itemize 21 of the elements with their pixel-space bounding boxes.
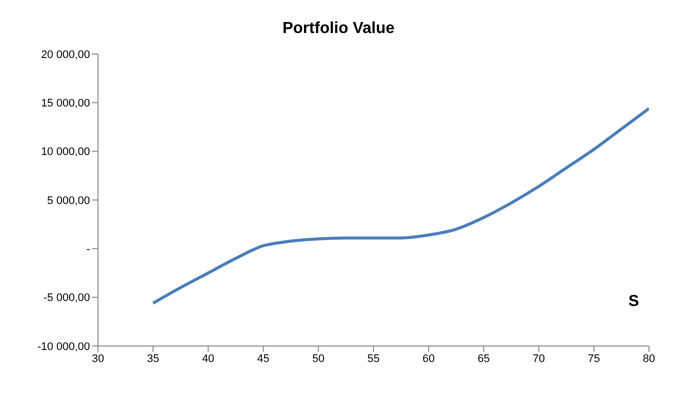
x-tick-label: 65 (478, 352, 490, 365)
y-tick-label: 10 000,00 (41, 146, 90, 158)
x-tick-label: 60 (422, 352, 435, 365)
x-tick-label: 30 (92, 352, 104, 365)
x-tick-label: 55 (367, 352, 380, 365)
y-tick-label: -5 000,00 (44, 292, 90, 304)
x-tick-label: 80 (642, 352, 656, 365)
x-tick-label: 75 (588, 352, 600, 365)
x-axis-title: S (628, 293, 640, 310)
x-tick-label: 40 (202, 352, 214, 365)
x-tick-label: 50 (312, 352, 325, 365)
y-tick-label: 15 000,00 (41, 98, 90, 110)
x-tick-label: 35 (146, 352, 160, 365)
x-tick-label: 70 (532, 352, 545, 365)
y-tick-label: -10 000,00 (37, 340, 90, 353)
chart-title: Portfolio Value (281, 19, 396, 39)
line-series (152, 107, 649, 305)
y-tick-label: - (86, 244, 90, 256)
x-tick-label: 45 (257, 352, 270, 365)
y-tick-label: 5 000,00 (47, 194, 90, 207)
y-tick-label: 20 000,00 (41, 48, 90, 61)
